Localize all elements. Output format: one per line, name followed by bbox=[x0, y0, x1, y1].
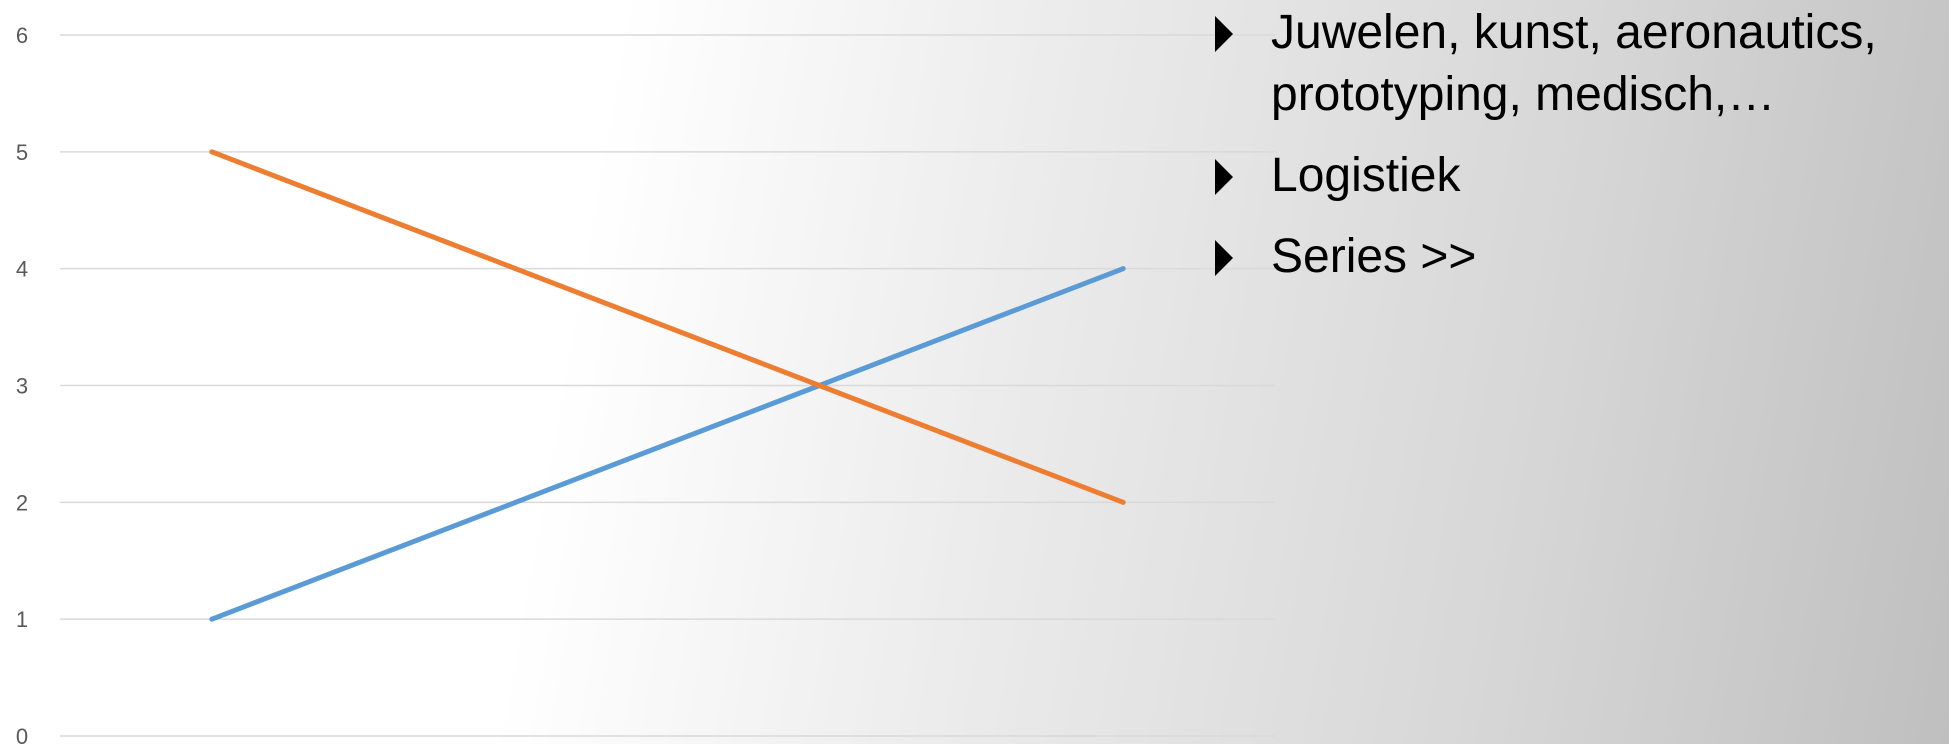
y-tick-label: 5 bbox=[16, 140, 28, 165]
y-tick-label: 6 bbox=[16, 23, 28, 48]
y-tick-label: 3 bbox=[16, 374, 28, 399]
y-tick-label: 2 bbox=[16, 490, 28, 515]
data-point bbox=[816, 383, 822, 388]
data-point bbox=[1120, 266, 1126, 272]
y-tick-label: 0 bbox=[16, 724, 28, 744]
triangle-right-icon bbox=[1215, 16, 1233, 52]
line-chart: 0 1 2 3 4 5 6 bbox=[16, 23, 1275, 744]
data-point bbox=[1120, 499, 1126, 505]
bullet-text: Logistiek bbox=[1271, 149, 1461, 202]
bullet-text: Series >> bbox=[1271, 230, 1477, 283]
triangle-right-icon bbox=[1215, 159, 1233, 195]
data-point bbox=[513, 499, 519, 505]
y-tick-label: 4 bbox=[16, 257, 28, 282]
triangle-right-icon bbox=[1215, 240, 1233, 276]
bullet-item: Juwelen, kunst, aeronautics, prototyping… bbox=[1205, 2, 1949, 126]
data-point bbox=[209, 616, 215, 622]
bullet-item: Logistiek bbox=[1205, 145, 1949, 207]
series-line-2 bbox=[209, 149, 1126, 505]
bullet-text: Juwelen, kunst, aeronautics, prototyping… bbox=[1271, 6, 1877, 121]
y-tick-label: 1 bbox=[16, 607, 28, 632]
data-point bbox=[209, 149, 215, 155]
data-point bbox=[513, 266, 519, 272]
series-line-1 bbox=[209, 266, 1126, 622]
bullet-list: Juwelen, kunst, aeronautics, prototyping… bbox=[1205, 2, 1949, 307]
bullet-item: Series >> bbox=[1205, 226, 1949, 288]
